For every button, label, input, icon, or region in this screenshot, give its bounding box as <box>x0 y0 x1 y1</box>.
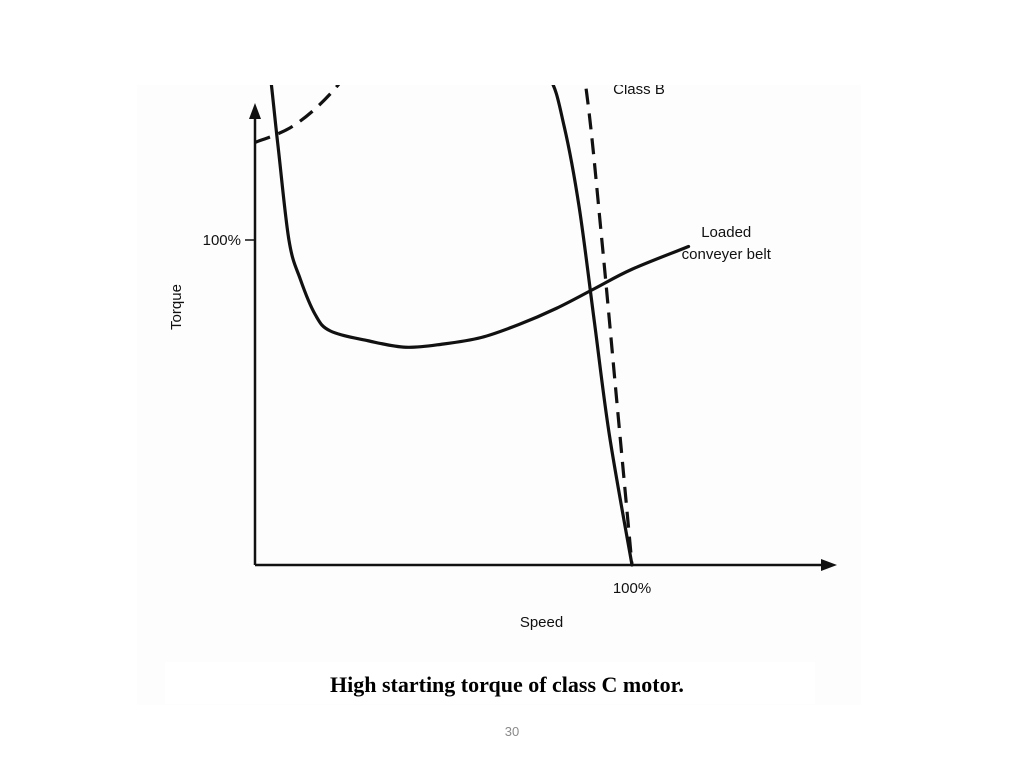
y-tick-label: 100% <box>203 232 241 249</box>
caption-text: High starting torque of class C motor. <box>330 672 684 697</box>
annotation-label: conveyer belt <box>682 246 772 263</box>
slide-number: 30 <box>504 724 520 739</box>
figure-caption: High starting torque of class C motor. <box>165 662 815 704</box>
series-line-class-c <box>551 85 634 567</box>
series-line-class-b <box>254 85 634 566</box>
x-tick-label: 100% <box>613 580 651 597</box>
series-line-loaded-conveyer-belt <box>269 85 691 349</box>
annotation-label: Loaded <box>701 224 751 241</box>
x-axis-arrow <box>821 559 837 571</box>
x-axis-label: Speed <box>520 614 563 631</box>
y-axis-label: Torque <box>168 284 185 330</box>
annotation-label: Class B <box>613 85 665 98</box>
y-axis-arrow <box>249 103 261 119</box>
